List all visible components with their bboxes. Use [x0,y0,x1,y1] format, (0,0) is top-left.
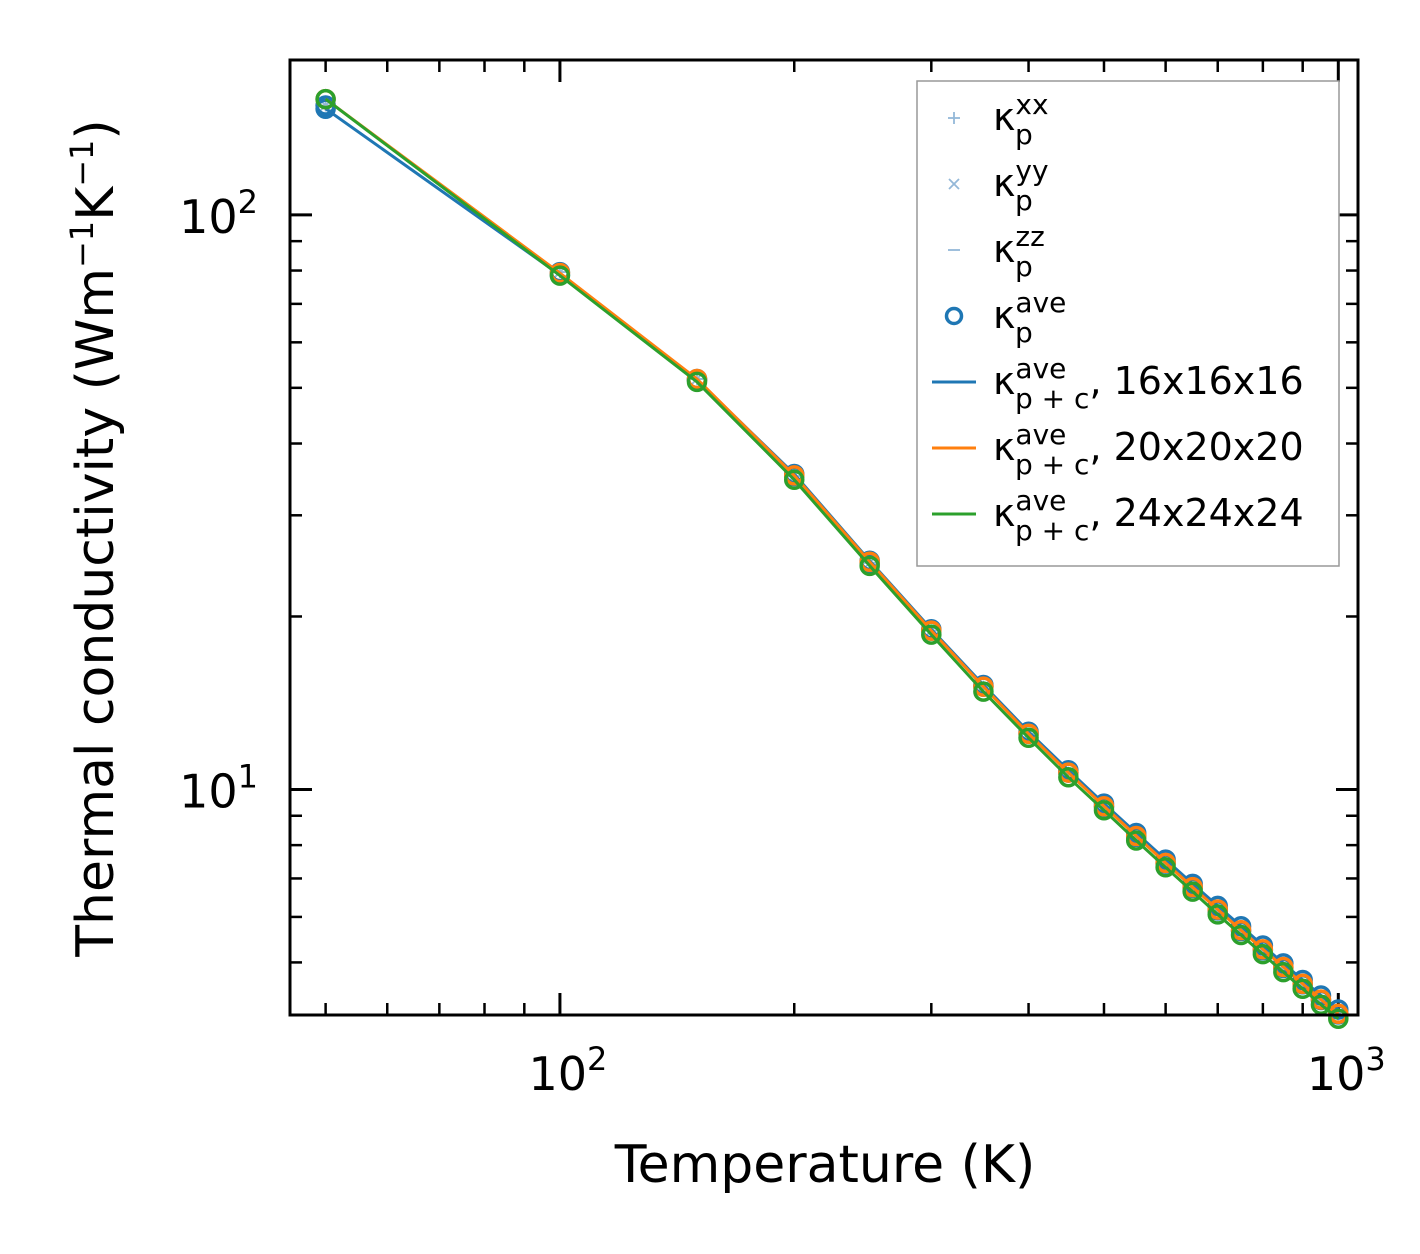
y-axis-label: Thermal conductivity (Wm−1K−1) [63,119,126,957]
legend-entry-2: κzz p [948,220,1045,283]
y-tick-label: 101 [179,757,258,818]
circle-marker [1093,800,1115,821]
y-tick-label: 102 [179,183,258,244]
circle-marker [1328,1008,1349,1029]
x-axis-label: Temperature (K) [614,1135,1036,1195]
series-6 [315,88,1349,1029]
circle-marker [1230,924,1252,946]
legend-entry-1: κyy p [948,154,1049,217]
circle-marker [1292,978,1313,999]
circle-marker [921,624,942,645]
x-tick-label: 102 [528,1040,607,1101]
circle-marker [1252,943,1274,965]
circle-marker [1310,994,1332,1015]
circle-marker [315,88,336,110]
legend-entry-3: κave p [944,286,1066,349]
x-tick-label: 103 [1307,1040,1386,1101]
circle-marker [1182,881,1203,902]
axis-ticks [290,60,1358,1015]
legend-label: κxx p [993,88,1049,151]
legend-label: κave p + c, 20x20x20 [993,418,1304,481]
tick-labels: 102 103 101 102 [179,183,1386,1101]
series-line [324,97,1340,1020]
circle-marker [686,371,708,393]
legend-label: κave p [993,286,1066,349]
circle-marker [1207,904,1228,925]
legend-entry-4: κave p + c, 16x16x16 [932,352,1304,415]
circle-marker [549,265,571,286]
circle-marker [1018,727,1039,749]
circle-marker [973,681,994,702]
data-series [315,88,1349,1029]
circle-marker [783,469,805,490]
circle-marker [1125,830,1147,851]
circle-marker [1273,961,1294,983]
legend-entry-0: κxx p [948,88,1049,151]
circle-marker [1155,857,1176,878]
plot-area-frame [288,58,1360,1017]
legend-entry-6: κave p + c, 24x24x24 [932,484,1304,547]
legend-label: κave p + c, 16x16x16 [993,352,1304,415]
circle-marker [859,555,880,577]
legend-frame [916,80,1340,567]
x-marker-b [948,178,960,190]
legend-label: κzz p [993,220,1045,283]
legend-label: κave p + c, 24x24x24 [993,484,1304,547]
legend-entry-5: κave p + c, 20x20x20 [932,418,1304,481]
circle-marker [944,306,964,326]
circle-marker [1058,767,1079,788]
legend-label: κyy p [993,154,1049,217]
